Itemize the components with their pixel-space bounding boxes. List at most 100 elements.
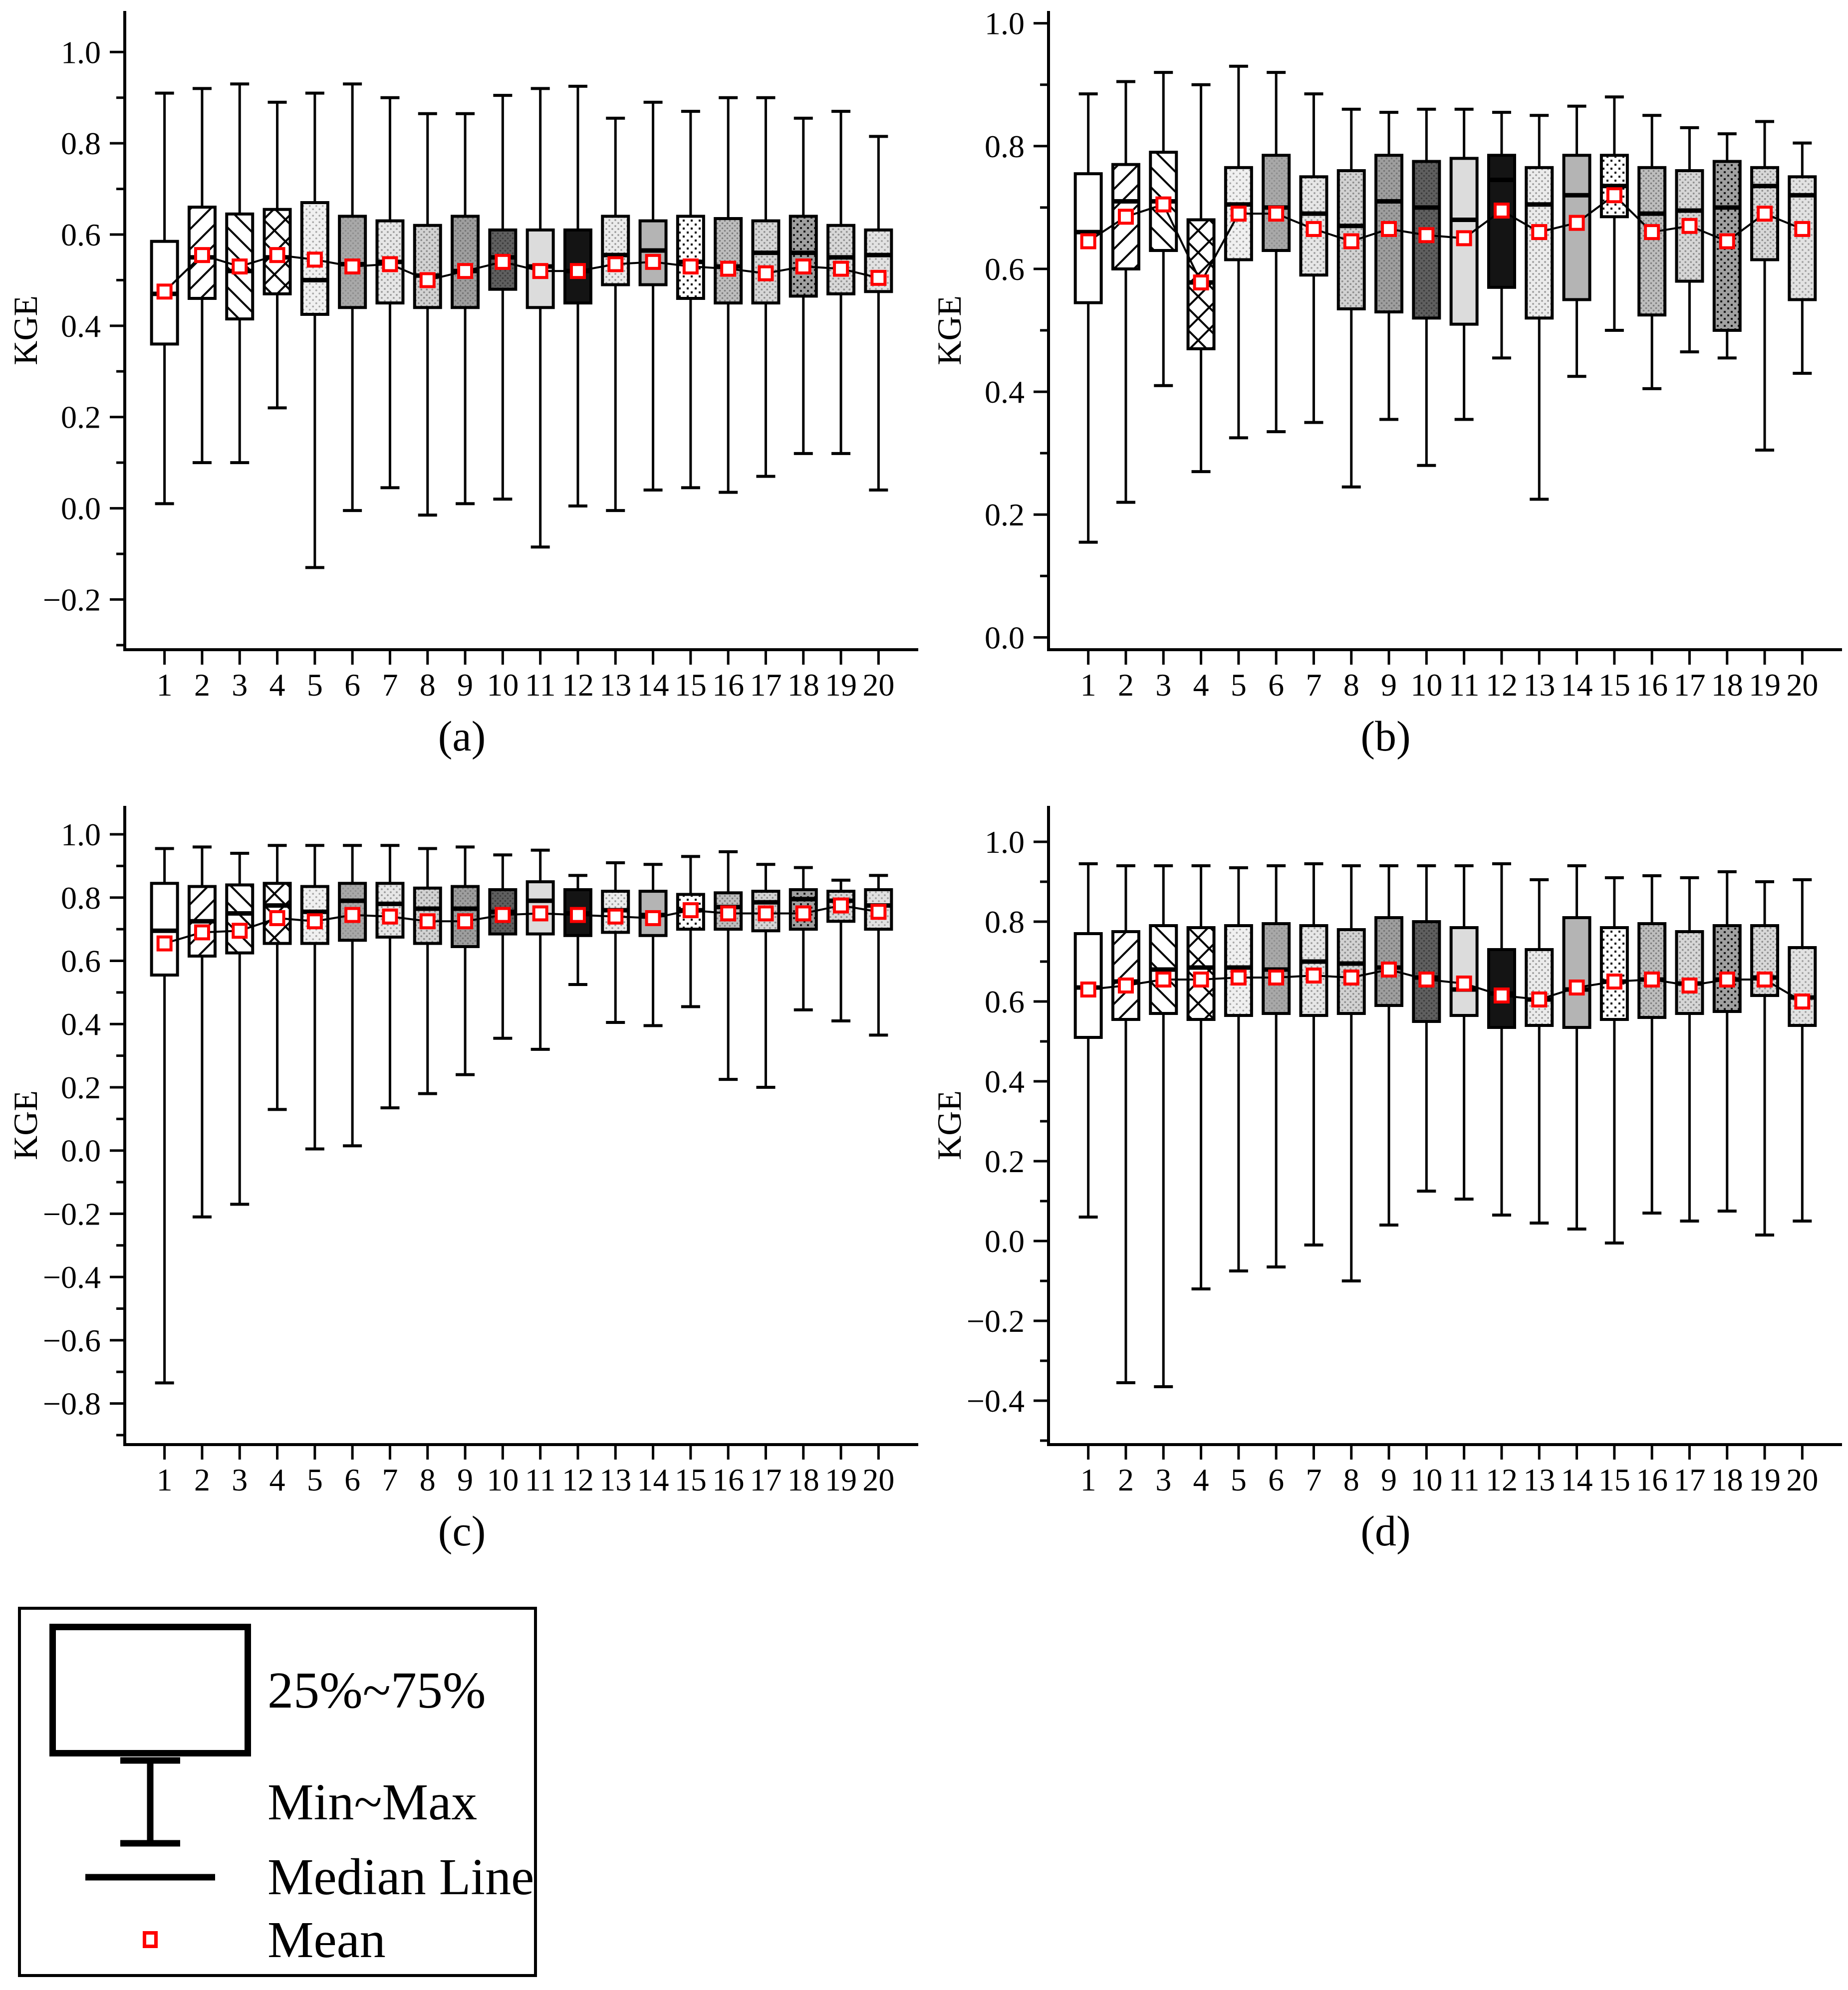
svg-text:13: 13 [1523, 1462, 1555, 1493]
box-plot-item [638, 100, 668, 492]
svg-text:6: 6 [344, 1462, 360, 1493]
box-plot-item [1637, 874, 1667, 1215]
svg-text:14: 14 [637, 1462, 669, 1493]
box-plot-item [1224, 64, 1253, 440]
box-plot-item [1111, 80, 1140, 504]
svg-text:2: 2 [1118, 667, 1134, 699]
svg-text:KGE: KGE [930, 1090, 968, 1160]
svg-text:0.4: 0.4 [985, 374, 1025, 410]
panel-a: −0.2 0.0 0.2 0.4 0.6 0.8 1.0 1 2 3 4 5 6 7 8 9 10 11 12 13 1… [0, 0, 924, 781]
box-plot-item [789, 116, 818, 455]
svg-text:1: 1 [1080, 667, 1096, 699]
svg-text:15: 15 [675, 1462, 707, 1493]
whisker-min-max-symbol [33, 1756, 267, 1847]
legend-row-minmax: Min~Max [33, 1756, 524, 1847]
svg-text:14: 14 [1561, 1462, 1593, 1493]
panel-row-bottom: −0.8 −0.6 −0.4 −0.2 0.0 0.2 0.4 0.6 0.8 1.0 1 2 3 4 5 6… [0, 795, 1848, 1576]
svg-text:17: 17 [1673, 667, 1705, 699]
box-plot-item [263, 844, 292, 1111]
svg-text:3: 3 [1155, 1462, 1171, 1493]
box-plot-item [676, 110, 705, 490]
legend-label-median: Median Line [267, 1848, 534, 1906]
box-plot-item [1675, 876, 1704, 1223]
svg-text:18: 18 [1711, 1462, 1743, 1493]
svg-text:20: 20 [1786, 667, 1818, 699]
box-plot-item [1788, 141, 1817, 375]
box-plot-item [1299, 862, 1328, 1246]
svg-text:0.2: 0.2 [61, 400, 101, 435]
box-plot-item [714, 850, 743, 1081]
box-plot-item [864, 874, 893, 1037]
svg-text:0.0: 0.0 [61, 491, 101, 526]
box-plot-item [300, 844, 329, 1151]
svg-text:18: 18 [788, 667, 819, 699]
panel-a-caption: (a) [438, 712, 486, 760]
box-plot-item [751, 96, 781, 478]
box-plot-item [714, 96, 743, 494]
box-plot-item [488, 94, 518, 501]
svg-text:4: 4 [1193, 667, 1209, 699]
svg-text:1.0: 1.0 [61, 817, 101, 852]
svg-text:0.0: 0.0 [61, 1133, 101, 1169]
svg-text:0.4: 0.4 [61, 308, 101, 344]
svg-text:6: 6 [1268, 667, 1284, 699]
legend-row-mean: Mean [33, 1911, 524, 1969]
svg-text:0.4: 0.4 [985, 1064, 1025, 1099]
svg-text:18: 18 [1711, 667, 1743, 699]
svg-text:7: 7 [1306, 667, 1321, 699]
box-plot-item [676, 855, 705, 1008]
box-plot-item [1562, 864, 1591, 1231]
svg-text:17: 17 [750, 667, 782, 699]
svg-text:9: 9 [457, 667, 473, 699]
svg-text:5: 5 [1231, 667, 1247, 699]
svg-text:1.0: 1.0 [985, 824, 1025, 860]
box-plot-item [1675, 126, 1704, 354]
box-plot-item [225, 852, 255, 1206]
box-plot-item [1562, 104, 1591, 378]
svg-text:12: 12 [562, 1462, 594, 1493]
svg-text:16: 16 [712, 1462, 744, 1493]
boxplot-panel-b: 0.00.20.40.60.81.01 2 3 4 5 6 7 8 9 10 11 12 13 14 15 1… [930, 6, 1842, 699]
svg-text:1.0: 1.0 [985, 6, 1025, 41]
box-plot-item [375, 844, 405, 1110]
svg-text:4: 4 [269, 667, 285, 699]
svg-text:5: 5 [1231, 1462, 1247, 1493]
panel-c: −0.8 −0.6 −0.4 −0.2 0.0 0.2 0.4 0.6 0.8 1.0 1 2 3 4 5 6… [0, 795, 924, 1576]
svg-text:0.8: 0.8 [985, 129, 1025, 164]
svg-text:0.6: 0.6 [985, 984, 1025, 1019]
box-plot-item [1149, 864, 1178, 1388]
box-plot-item [1788, 878, 1817, 1223]
svg-text:KGE: KGE [930, 295, 968, 365]
box-plot-item [1525, 114, 1554, 501]
box-plot-item [638, 863, 668, 1027]
box-plot-item [1186, 864, 1216, 1290]
box-plot-item [1637, 114, 1667, 390]
box-plot-item [601, 116, 630, 512]
panel-d: −0.4 −0.2 0.0 0.2 0.4 0.6 0.8 1.0 1 2 3 4 5 6 7 8 9 10 11 1… [924, 795, 1848, 1576]
box-plot-item [1111, 864, 1140, 1384]
svg-text:7: 7 [382, 667, 398, 699]
svg-text:11: 11 [1449, 667, 1480, 699]
box-plot-item [1374, 111, 1404, 421]
legend: 25%~75% Min~Max Median Line Mean [18, 1607, 537, 1977]
svg-text:15: 15 [1598, 1462, 1630, 1493]
svg-text:20: 20 [862, 1462, 894, 1493]
svg-text:8: 8 [420, 1462, 436, 1493]
box-plot-item [826, 110, 856, 455]
svg-text:5: 5 [307, 667, 323, 699]
svg-text:0.2: 0.2 [61, 1070, 101, 1105]
svg-text:13: 13 [1523, 667, 1555, 699]
svg-text:0.4: 0.4 [61, 1006, 101, 1042]
box-plot-item [1599, 95, 1629, 332]
svg-text:0.8: 0.8 [61, 126, 101, 161]
svg-text:9: 9 [1381, 667, 1397, 699]
box-plot-item [1449, 107, 1479, 421]
svg-text:20: 20 [862, 667, 894, 699]
svg-text:1: 1 [157, 1462, 173, 1493]
box-plot-item [864, 135, 893, 492]
panel-b: 0.0 0.2 0.4 0.6 0.8 1.0 1 2 3 4 5 6 7 8 9 10 11 12 13 14 15 1… [924, 0, 1848, 781]
svg-text:4: 4 [1193, 1462, 1209, 1493]
box-plot-item [1374, 864, 1404, 1227]
legend-row-iqr: 25%~75% [33, 1624, 524, 1756]
svg-text:3: 3 [232, 667, 248, 699]
